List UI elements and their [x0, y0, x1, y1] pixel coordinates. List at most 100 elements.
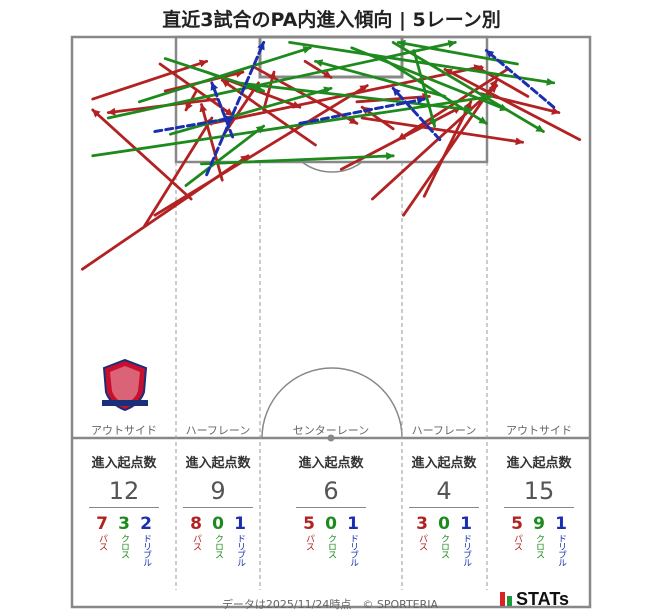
lane-stats: 進入起点数 15 5 パス 9 クロス 1 ドリブル — [489, 452, 589, 566]
dribble-label: ドリブル — [235, 534, 245, 566]
lane-stats: 進入起点数 6 5 パス 0 クロス 1 ドリブル — [281, 452, 381, 566]
lane-total: 4 — [436, 477, 452, 505]
lane-label-outside-left: アウトサイド — [91, 424, 157, 437]
pass-arrow — [91, 59, 209, 101]
pass-arrow — [91, 108, 193, 201]
divider — [183, 507, 253, 508]
cross-arrow — [381, 57, 488, 125]
lane-label-halfspace-right: ハーフレーン — [411, 424, 477, 437]
stats-header: 進入起点数 — [185, 456, 251, 471]
divider — [409, 507, 479, 508]
brand-name: STATs — [516, 589, 569, 609]
cross-label: クロス — [439, 534, 449, 558]
pass-count: 5 — [511, 514, 523, 534]
dribble-arrows — [153, 40, 556, 177]
brand-mark-icon — [507, 596, 512, 606]
lane-dividers — [175, 162, 488, 590]
cross-arrow — [391, 41, 545, 133]
lane-total: 15 — [523, 477, 555, 505]
lane-label-outside-right: アウトサイド — [506, 424, 572, 437]
lane-stats: 進入起点数 9 8 パス 0 クロス 1 ドリブル — [168, 452, 268, 566]
dribble-arrow — [210, 81, 235, 139]
divider — [296, 507, 366, 508]
cross-arrow — [106, 39, 457, 120]
dribble-arrow — [484, 49, 556, 109]
cross-arrow — [200, 152, 395, 166]
cross-arrow — [412, 49, 437, 128]
cross-count: 9 — [533, 514, 545, 534]
lane-total: 6 — [323, 477, 339, 505]
pass-arrow — [402, 78, 499, 217]
cross-arrow — [91, 93, 493, 158]
dribble-label: ドリブル — [461, 534, 471, 566]
lane-total: 9 — [210, 477, 226, 505]
cross-arrow — [184, 124, 266, 187]
club-crest-icon — [102, 358, 148, 412]
cross-arrow — [314, 59, 447, 98]
brand-logo: STATs — [500, 589, 569, 610]
pass-count: 5 — [303, 514, 315, 534]
brand-mark-icon — [500, 592, 505, 606]
lane-stats: 進入起点数 12 7 パス 3 クロス 2 ドリブル — [74, 452, 174, 566]
cross-arrow — [163, 57, 266, 93]
stats-header: 進入起点数 — [506, 456, 572, 471]
cross-label: クロス — [119, 534, 129, 558]
cross-label: クロス — [534, 534, 544, 558]
pass-label: パス — [97, 534, 107, 550]
dribble-count: 1 — [555, 514, 567, 534]
stats-header: 進入起点数 — [411, 456, 477, 471]
cross-arrows — [91, 39, 556, 187]
dribble-count: 1 — [234, 514, 246, 534]
cross-arrow — [236, 81, 473, 114]
cross-arrow — [137, 46, 312, 104]
penalty-arc — [301, 161, 363, 173]
cross-count: 3 — [118, 514, 130, 534]
chart-title: 直近3試合のPA内進入傾向 | 5レーン別 — [162, 9, 501, 31]
dribble-label: ドリブル — [348, 534, 358, 566]
pass-count: 7 — [96, 514, 108, 534]
dribble-label: ドリブル — [556, 534, 566, 566]
cross-count: 0 — [325, 514, 337, 534]
pass-arrow — [360, 116, 525, 146]
dribble-count: 1 — [347, 514, 359, 534]
cross-arrow — [350, 46, 509, 112]
center-circle — [261, 367, 403, 439]
center-spot — [327, 434, 335, 442]
pass-label: パス — [304, 534, 314, 550]
dribble-label: ドリブル — [141, 534, 151, 566]
dribble-arrow — [391, 86, 442, 142]
data-timestamp: データは2025/11/24時点 © SPORTERIA — [221, 598, 439, 611]
dribble-arrow — [205, 40, 266, 177]
lane-label-center: センターレーン — [292, 424, 370, 437]
pass-label: パス — [512, 534, 522, 550]
pass-arrow — [303, 59, 333, 79]
pass-arrow — [479, 92, 561, 115]
lane-label-halfspace-left: ハーフレーン — [185, 424, 251, 437]
pass-label: パス — [191, 534, 201, 550]
cross-arrow — [169, 86, 333, 136]
dribble-count: 1 — [460, 514, 472, 534]
dribble-arrow — [153, 115, 235, 133]
cross-arrow — [288, 41, 556, 86]
divider — [504, 507, 574, 508]
cross-label: クロス — [213, 534, 223, 558]
pass-count: 8 — [190, 514, 202, 534]
cross-count: 0 — [212, 514, 224, 534]
divider — [89, 507, 159, 508]
dribble-arrow — [298, 96, 426, 125]
stats-header: 進入起点数 — [298, 456, 364, 471]
cross-count: 0 — [438, 514, 450, 534]
pass-arrow — [143, 116, 214, 228]
stats-header: 進入起点数 — [91, 456, 157, 471]
lane-total: 12 — [108, 477, 140, 505]
pass-arrow — [153, 84, 369, 217]
dribble-count: 2 — [140, 514, 152, 534]
pass-arrow — [443, 68, 582, 142]
pass-label: パス — [417, 534, 427, 550]
pass-count: 3 — [416, 514, 428, 534]
pass-arrow — [199, 103, 224, 182]
cross-label: クロス — [326, 534, 336, 558]
pass-arrow — [371, 84, 499, 201]
pass-arrow — [396, 68, 509, 142]
